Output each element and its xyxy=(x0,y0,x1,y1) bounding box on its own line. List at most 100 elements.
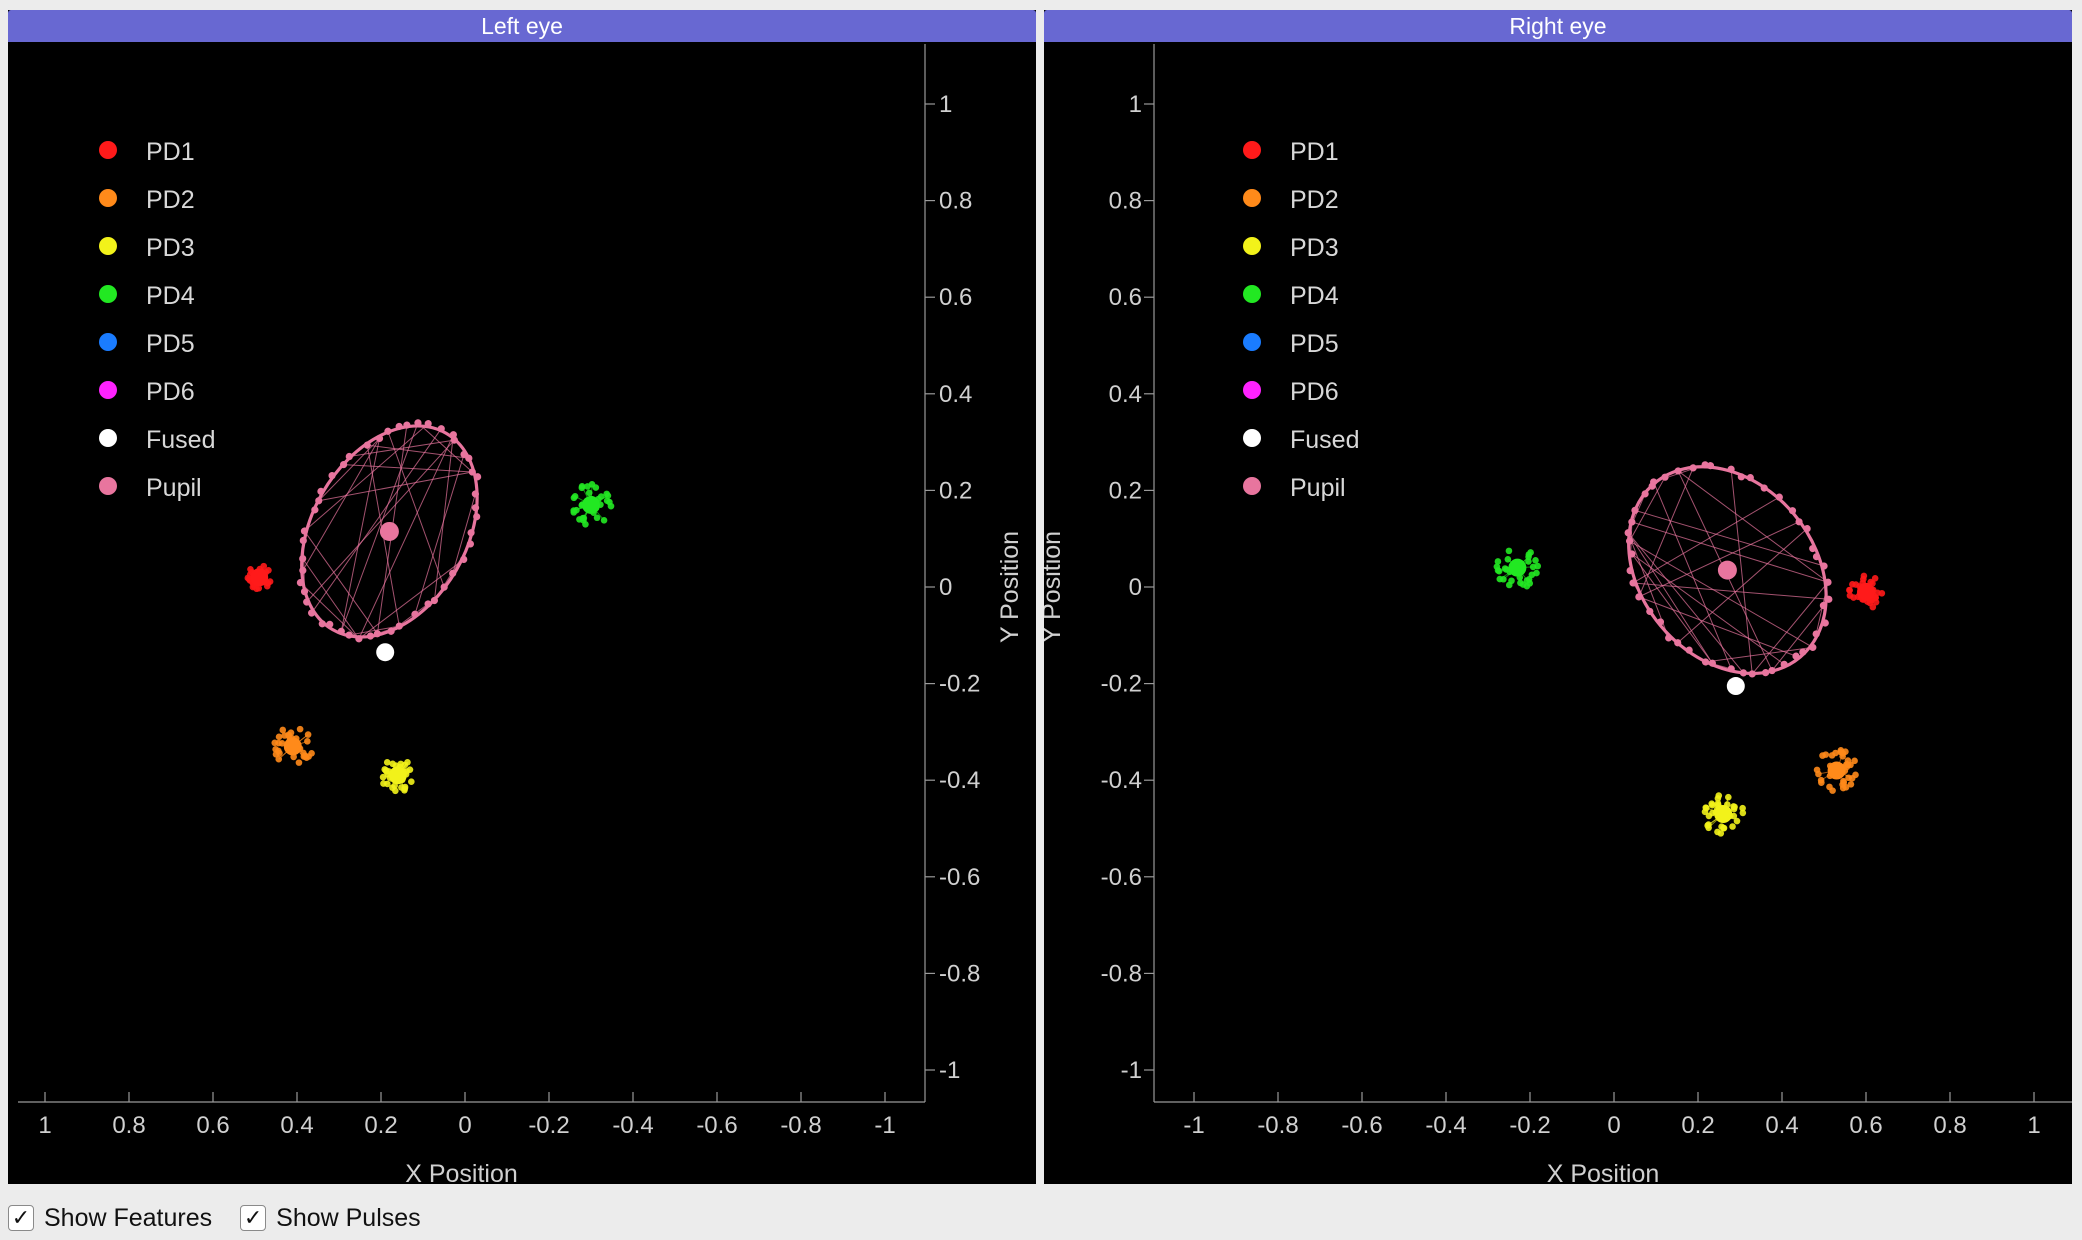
pupil-chord xyxy=(1627,532,1713,664)
y-tick-label: -0.8 xyxy=(1101,960,1142,987)
y-tick-label: -0.4 xyxy=(939,767,980,794)
feature-point-pd3 xyxy=(1729,823,1736,830)
pupil-chord xyxy=(1632,496,1780,584)
feature-center-pd1 xyxy=(1857,582,1875,601)
feature-point-pd4 xyxy=(1529,563,1537,571)
x-axis-label: X Position xyxy=(405,1160,518,1184)
feature-point-pd2 xyxy=(276,749,283,757)
feature-point-pd1 xyxy=(1871,575,1879,582)
show-pulses-checkbox[interactable]: ✓ Show Pulses xyxy=(240,1204,421,1233)
x-tick-label: -1 xyxy=(874,1112,895,1139)
show-features-check-icon[interactable]: ✓ xyxy=(8,1205,34,1231)
x-tick-label: 0.4 xyxy=(1765,1112,1798,1139)
pupil-edge-point xyxy=(1629,579,1637,587)
pupil-chord xyxy=(318,438,380,502)
feature-point-pd3 xyxy=(1739,809,1747,817)
x-tick-label: -0.2 xyxy=(528,1112,569,1139)
pupil-edge-point xyxy=(449,569,457,577)
pupil-edge-point xyxy=(311,506,319,514)
pupil-chord xyxy=(414,454,465,615)
pupil-chord xyxy=(302,540,306,592)
pupil-chord xyxy=(1705,646,1813,663)
pupil-edge-point xyxy=(437,425,445,433)
feature-point-pd2 xyxy=(1815,770,1822,778)
pupil-edge-point xyxy=(299,536,307,545)
feature-point-pd4 xyxy=(1527,549,1534,556)
pupil-chord xyxy=(1677,470,1829,583)
pupil-chord xyxy=(1627,532,1744,674)
feature-point-pd2 xyxy=(1828,752,1836,759)
legend-marker-pd3 xyxy=(1243,237,1261,255)
feature-point-pd3 xyxy=(1733,817,1741,825)
feature-point-pd2 xyxy=(1829,787,1836,794)
pupil-edge-point xyxy=(411,610,419,618)
pupil-edge-point xyxy=(1646,607,1654,616)
feature-point-pd3 xyxy=(389,760,397,768)
feature-point-pd4 xyxy=(1493,563,1501,570)
pupil-ellipse-group xyxy=(1624,461,1833,678)
show-pulses-check-icon[interactable]: ✓ xyxy=(240,1205,267,1231)
show-features-checkbox[interactable]: ✓ Show Features xyxy=(8,1204,212,1233)
feature-point-pd3 xyxy=(384,780,391,788)
legend-label-pd2: PD2 xyxy=(146,186,195,214)
pupil-edge-point xyxy=(1761,669,1770,677)
pupil-chord xyxy=(349,439,455,458)
y-tick-label: 1 xyxy=(939,91,952,118)
pupil-edge-point xyxy=(1799,648,1807,656)
feature-point-pd2 xyxy=(304,738,311,745)
y-tick-label: 0 xyxy=(939,574,952,601)
legend-label-pd1: PD1 xyxy=(1290,138,1339,166)
pupil-edge-point xyxy=(326,620,334,628)
pupil-chord xyxy=(358,559,465,640)
legend-marker-pd5 xyxy=(1243,333,1261,351)
legend-label-pd1: PD1 xyxy=(146,138,195,166)
x-tick-label: 1 xyxy=(38,1112,51,1139)
pupil-edge-point xyxy=(1824,578,1832,586)
feature-point-pd4 xyxy=(588,480,596,488)
y-tick-label: 0.2 xyxy=(1109,477,1142,504)
y-tick-label: 0.8 xyxy=(939,188,972,215)
feature-point-pd2 xyxy=(1844,757,1852,764)
feature-point-pd4 xyxy=(603,497,611,505)
pupil-edge-point xyxy=(1656,618,1665,626)
pupil-edge-point xyxy=(1685,646,1693,654)
x-tick-label: -0.8 xyxy=(1257,1112,1298,1139)
x-tick-label: 0.6 xyxy=(196,1112,229,1139)
feature-point-pd3 xyxy=(408,778,415,785)
legend-label-pd4: PD4 xyxy=(146,282,195,310)
feature-point-pd3 xyxy=(1739,804,1746,812)
pupil-edge-point xyxy=(460,555,468,564)
feature-point-pd2 xyxy=(271,739,279,747)
pupil-edge-point xyxy=(1727,465,1735,473)
pupil-edge-point xyxy=(1674,467,1682,475)
pupil-chord xyxy=(1631,521,1829,583)
legend-marker-pd5 xyxy=(99,333,117,351)
feature-point-pd4 xyxy=(1496,575,1504,583)
pupil-edge-point xyxy=(1821,619,1829,627)
left-eye-plot[interactable]: 1 0.8 0.6 0.4 0.2 0 -0.2 -0.4 -0.6 -0.8 -1 1 0.8 0.6 0… xyxy=(8,42,1036,1184)
pupil-chord xyxy=(463,516,478,560)
pupil-edge-point xyxy=(1737,473,1745,481)
show-pulses-label: Show Pulses xyxy=(276,1203,421,1232)
feature-point-pd4 xyxy=(579,514,587,522)
pupil-chord xyxy=(311,428,442,614)
feature-point-pd3 xyxy=(1717,830,1725,837)
pupil-edge-point xyxy=(303,598,311,606)
feature-point-pd1 xyxy=(1846,587,1853,594)
feature-point-pd3 xyxy=(401,783,409,791)
pupil-edge-point xyxy=(1631,506,1639,514)
y-tick-label: 1 xyxy=(1129,91,1142,118)
pupil-edge-point xyxy=(403,421,411,429)
pupil-edge-point xyxy=(345,452,353,461)
pupil-chord xyxy=(302,558,360,640)
feature-point-pd2 xyxy=(281,732,288,739)
x-tick-label: 0.4 xyxy=(280,1112,313,1139)
x-tick-label: 0.2 xyxy=(1681,1112,1714,1139)
feature-point-pd1 xyxy=(244,574,252,582)
feature-point-pd4 xyxy=(578,483,586,490)
feature-point-pd4 xyxy=(597,493,605,500)
y-tick-label: 0.6 xyxy=(1109,284,1142,311)
pupil-chord xyxy=(452,493,476,574)
right-eye-plot[interactable]: -1 -0.8 -0.6 -0.4 -0.2 0 0.2 0.4 0.6 0.8 1 1 0.8 0.6 0… xyxy=(1044,42,2072,1184)
feature-point-pd3 xyxy=(1730,803,1737,810)
